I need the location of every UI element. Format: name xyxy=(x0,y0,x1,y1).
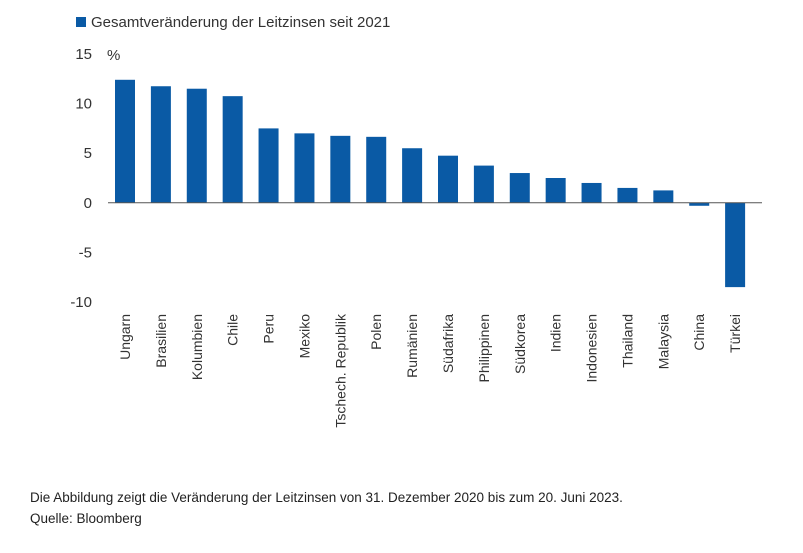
bar xyxy=(545,178,566,203)
x-tick-label: Tschech. Republik xyxy=(332,313,348,428)
x-tick-label: Thailand xyxy=(619,314,635,368)
x-tick-label: Kolumbien xyxy=(189,314,205,380)
bar xyxy=(617,187,638,203)
x-tick-label: Philippinen xyxy=(476,314,492,383)
x-tick-label: Peru xyxy=(261,314,277,344)
bar xyxy=(581,182,602,203)
x-tick-label: China xyxy=(691,314,707,351)
y-unit-label: % xyxy=(107,47,120,64)
x-tick-label: Polen xyxy=(368,314,384,350)
bar xyxy=(402,148,423,203)
bar xyxy=(366,136,387,203)
x-tick-label: Südkorea xyxy=(512,314,528,374)
x-tick-label: Mexiko xyxy=(296,314,312,359)
x-axis-labels: Ungarn Brasilien Kolumbien Chile Peru Mexiko T… xyxy=(117,313,743,428)
bar xyxy=(509,173,530,203)
x-tick-label: Südafrika xyxy=(440,314,456,373)
x-tick-label: Ungarn xyxy=(117,314,133,360)
legend-label: Gesamtveränderung der Leitzinsen seit 20… xyxy=(91,14,390,31)
chart-note: Die Abbildung zeigt die Veränderung der … xyxy=(30,490,623,505)
bars xyxy=(115,79,746,288)
y-tick-label: -5 xyxy=(79,244,92,261)
chart-source: Quelle: Bloomberg xyxy=(30,511,142,526)
bar xyxy=(725,202,746,288)
y-axis-ticks: 15 10 5 0 -5 -10 xyxy=(70,46,92,311)
x-tick-label: Brasilien xyxy=(153,314,169,368)
bar xyxy=(330,135,351,203)
y-tick-label: -10 xyxy=(70,294,92,311)
bar-chart: Gesamtveränderung der Leitzinsen seit 20… xyxy=(70,14,762,428)
legend-swatch xyxy=(76,17,86,27)
bar xyxy=(689,202,710,206)
bar xyxy=(438,155,458,203)
bar xyxy=(653,190,674,203)
y-tick-label: 0 xyxy=(84,195,92,212)
x-tick-label: Indien xyxy=(548,314,564,352)
bar xyxy=(150,86,171,203)
bar xyxy=(222,96,243,203)
y-tick-label: 15 xyxy=(75,46,92,63)
x-tick-label: Indonesien xyxy=(584,314,600,383)
bar xyxy=(258,128,279,203)
bar xyxy=(294,133,315,203)
bar xyxy=(473,165,494,203)
bar xyxy=(186,88,207,203)
y-tick-label: 5 xyxy=(84,145,92,162)
x-tick-label: Malaysia xyxy=(655,314,671,369)
bar xyxy=(115,79,135,203)
x-tick-label: Chile xyxy=(225,314,241,346)
x-tick-label: Rumänien xyxy=(404,314,420,378)
y-tick-label: 10 xyxy=(75,96,92,113)
x-tick-label: Türkei xyxy=(727,314,743,353)
